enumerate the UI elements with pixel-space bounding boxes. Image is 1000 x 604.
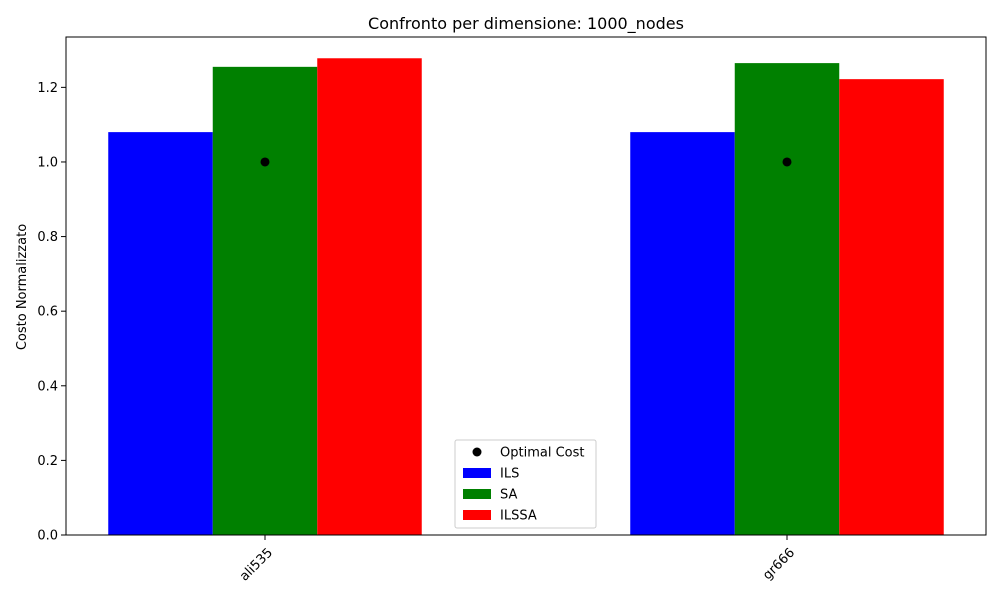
legend-box xyxy=(454,439,597,529)
bar-ilssa-gr666 xyxy=(839,79,944,536)
optimal-cost-point-gr666 xyxy=(782,157,792,167)
y-tick-label: 0.8 xyxy=(37,230,58,245)
legend-label: ILSSA xyxy=(500,509,537,524)
y-tick-label: 1.0 xyxy=(37,155,58,170)
plot-frame xyxy=(65,36,987,536)
legend-label: SA xyxy=(500,488,517,503)
y-tick-label: 0.2 xyxy=(37,454,58,469)
y-axis-label: Costo Normalizzato xyxy=(15,224,30,350)
optimal-points-layer xyxy=(260,157,792,167)
y-axis: 0.0 0.2 0.4 0.6 0.8 1.0 1.2 xyxy=(37,81,66,544)
bar-sa-gr666 xyxy=(734,63,840,535)
x-tick-label-ali535: ali535 xyxy=(237,545,276,584)
bar-sa-ali535 xyxy=(212,66,318,535)
bars-layer xyxy=(108,58,944,536)
bar-ils-gr666 xyxy=(630,132,735,535)
legend-marker-optimal-cost xyxy=(472,447,482,457)
optimal-cost-point-ali535 xyxy=(260,157,270,167)
x-axis: ali535 gr666 xyxy=(237,535,798,584)
y-tick-label: 1.2 xyxy=(37,81,58,96)
y-tick-label: 0.4 xyxy=(37,379,58,394)
legend-label: ILS xyxy=(500,467,519,482)
legend-swatch-sa xyxy=(463,489,491,499)
legend-swatch-ilssa xyxy=(463,510,491,520)
y-tick-label: 0.0 xyxy=(37,529,58,544)
bar-ils-ali535 xyxy=(108,132,213,535)
x-tick-label-gr666: gr666 xyxy=(760,545,798,583)
bar-ilssa-ali535 xyxy=(317,58,422,536)
legend-label: Optimal Cost xyxy=(500,446,584,461)
legend-swatch-ils xyxy=(463,468,491,478)
chart-title: Confronto per dimensione: 1000_nodes xyxy=(368,14,684,34)
y-tick-label: 0.6 xyxy=(37,305,58,320)
